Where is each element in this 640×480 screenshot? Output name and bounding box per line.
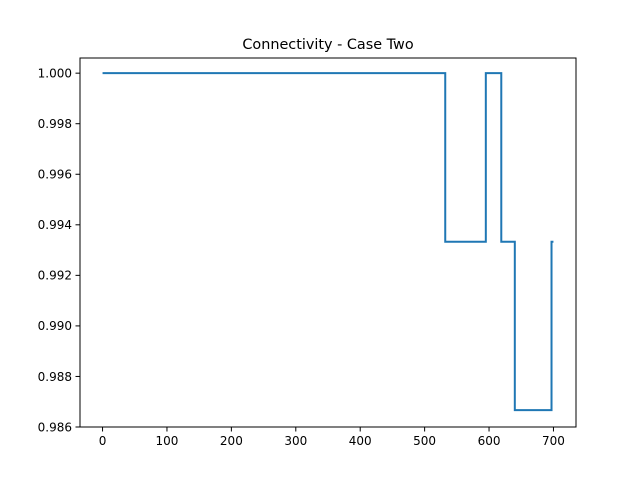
- x-tick-label: 300: [284, 434, 307, 448]
- y-tick-label: 0.994: [38, 218, 72, 232]
- y-tick-label: 0.988: [38, 370, 72, 384]
- y-tick-label: 1.000: [38, 66, 72, 80]
- chart-title: Connectivity - Case Two: [242, 37, 413, 53]
- y-tick-label: 0.998: [38, 117, 72, 131]
- y-tick-label: 0.986: [38, 420, 72, 434]
- x-tick-label: 500: [413, 434, 436, 448]
- y-tick-label: 0.992: [38, 269, 72, 283]
- x-tick-label: 400: [349, 434, 372, 448]
- y-tick-label: 0.996: [38, 168, 72, 182]
- x-tick-label: 700: [542, 434, 565, 448]
- x-tick-label: 100: [156, 434, 179, 448]
- plot-frame: [79, 57, 577, 428]
- x-tick-label: 0: [99, 434, 107, 448]
- plot-area: [102, 72, 554, 412]
- series-line-0: [102, 72, 554, 412]
- y-tick-label: 0.990: [38, 319, 72, 333]
- x-axis: 0 100 200 300 400 500 600 700: [99, 427, 565, 448]
- x-tick-label: 200: [220, 434, 243, 448]
- y-axis: 0.986 0.988 0.990 0.992 0.994 0.996 0.998 1.000: [38, 66, 80, 434]
- x-tick-label: 600: [478, 434, 501, 448]
